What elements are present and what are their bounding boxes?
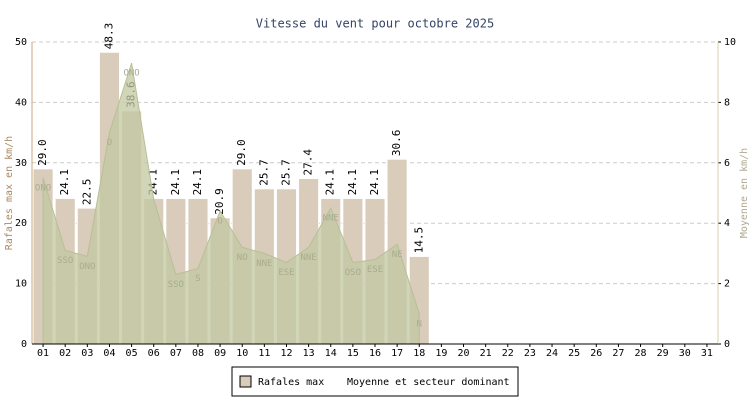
value-label: 24.1: [346, 169, 359, 196]
direction-label: S: [195, 274, 200, 284]
direction-label: O: [217, 217, 222, 227]
direction-label: NO: [237, 253, 248, 263]
value-label: 24.1: [368, 169, 381, 196]
y2-tick-label: 0: [724, 339, 730, 350]
value-label: 29.0: [235, 139, 248, 166]
legend-label: Rafales max: [258, 377, 324, 388]
x-tick-label: 19: [435, 348, 447, 359]
value-label: 14.5: [412, 227, 425, 254]
x-tick-label: 07: [170, 348, 182, 359]
direction-label: O: [107, 138, 112, 148]
direction-label: ONO: [35, 183, 51, 193]
x-tick-label: 20: [457, 348, 469, 359]
x-tick-label: 09: [214, 348, 226, 359]
direction-label: ONO: [123, 69, 139, 79]
x-tick-label: 30: [679, 348, 691, 359]
x-tick-label: 12: [280, 348, 292, 359]
x-tick-label: 14: [325, 348, 337, 359]
value-label: 25.7: [257, 159, 270, 186]
x-tick-label: 01: [37, 348, 49, 359]
y-tick-label: 50: [15, 37, 27, 48]
y2-axis-label: Moyenne en km/h: [739, 148, 750, 238]
value-label: 24.1: [58, 169, 71, 196]
x-tick-label: 02: [59, 348, 71, 359]
y-tick-label: 30: [15, 158, 27, 169]
direction-label: ESE: [278, 268, 294, 278]
value-label: 25.7: [279, 159, 292, 186]
direction-label: NNE: [256, 259, 272, 269]
y-tick-label: 40: [15, 97, 27, 108]
value-label: 22.5: [80, 179, 93, 206]
value-label: 48.3: [102, 23, 115, 50]
x-tick-label: 06: [148, 348, 160, 359]
value-label: 24.1: [191, 169, 204, 196]
value-label: 24.1: [324, 169, 337, 196]
x-tick-label: 22: [502, 348, 514, 359]
x-tick-label: 16: [369, 348, 381, 359]
x-tick-label: 10: [236, 348, 248, 359]
x-tick-label: 11: [258, 348, 270, 359]
value-label: 29.0: [36, 139, 49, 166]
x-tick-label: 05: [126, 348, 138, 359]
direction-label: ONO: [79, 262, 95, 272]
direction-label: SSO: [168, 280, 184, 290]
x-tick-label: 15: [347, 348, 359, 359]
x-tick-label: 26: [590, 348, 602, 359]
y2-tick-label: 8: [724, 97, 730, 108]
x-tick-label: 08: [192, 348, 204, 359]
area: [42, 62, 420, 345]
value-label: 30.6: [390, 130, 403, 157]
x-tick-label: 27: [612, 348, 624, 359]
legend-swatch: [239, 375, 252, 388]
y2-tick-label: 2: [724, 279, 730, 290]
x-tick-label: 24: [546, 348, 558, 359]
y2-tick-label: 6: [724, 158, 730, 169]
x-tick-label: 21: [480, 348, 492, 359]
direction-label: N: [417, 319, 422, 329]
x-tick-label: 29: [657, 348, 669, 359]
value-label: 20.9: [213, 188, 226, 215]
y-tick-label: 20: [15, 218, 27, 229]
direction-label: NNE: [323, 214, 339, 224]
y2-tick-label: 10: [724, 37, 736, 48]
x-tick-label: 25: [568, 348, 580, 359]
direction-label: OSO: [345, 268, 361, 278]
y2-tick-label: 4: [724, 218, 730, 229]
direction-label: NNE: [300, 253, 316, 263]
x-tick-label: 23: [524, 348, 536, 359]
chart-title: Vitesse du vent pour octobre 2025: [256, 17, 494, 31]
x-tick-label: 28: [635, 348, 647, 359]
x-tick-label: 17: [391, 348, 403, 359]
x-tick-label: 31: [701, 348, 713, 359]
y-tick-label: 0: [21, 339, 27, 350]
legend-box: [231, 366, 519, 397]
x-tick-label: 13: [303, 348, 315, 359]
direction-label: SSO: [57, 256, 73, 266]
direction-label: ESE: [367, 265, 383, 275]
x-tick-label: 03: [81, 348, 93, 359]
direction-label: NE: [392, 250, 403, 260]
value-label: 24.1: [169, 169, 182, 196]
legend-label: Moyenne et secteur dominant: [347, 377, 510, 388]
x-tick-label: 18: [413, 348, 425, 359]
x-tick-label: 04: [103, 348, 115, 359]
y-axis-label: Rafales max en km/h: [4, 136, 15, 250]
y-tick-label: 10: [15, 279, 27, 290]
value-label: 27.4: [302, 149, 315, 176]
